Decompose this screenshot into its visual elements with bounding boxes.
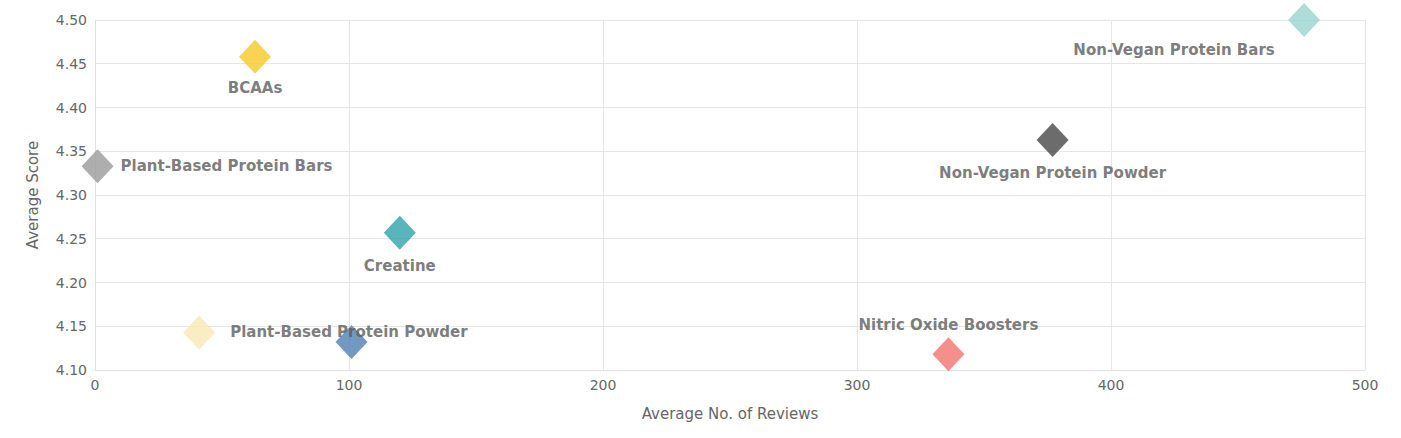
- svg-text:Average Score: Average Score: [24, 141, 42, 249]
- svg-text:4.10: 4.10: [56, 362, 87, 378]
- svg-text:300: 300: [844, 377, 871, 393]
- svg-text:Non-Vegan Protein Bars: Non-Vegan Protein Bars: [1073, 41, 1274, 59]
- svg-text:Nitric Oxide Boosters: Nitric Oxide Boosters: [859, 316, 1039, 334]
- svg-text:Plant-Based Protein Bars: Plant-Based Protein Bars: [121, 157, 333, 175]
- svg-text:Plant-Based Protein Powder: Plant-Based Protein Powder: [230, 323, 468, 341]
- svg-text:200: 200: [590, 377, 617, 393]
- svg-text:4.20: 4.20: [56, 275, 87, 291]
- svg-text:4.35: 4.35: [56, 143, 87, 159]
- svg-text:4.15: 4.15: [56, 318, 87, 334]
- svg-text:100: 100: [336, 377, 363, 393]
- svg-text:0: 0: [91, 377, 100, 393]
- svg-text:BCAAs: BCAAs: [228, 79, 283, 97]
- svg-text:4.30: 4.30: [56, 187, 87, 203]
- svg-text:Non-Vegan Protein Powder: Non-Vegan Protein Powder: [939, 164, 1167, 182]
- svg-text:4.40: 4.40: [56, 100, 87, 116]
- svg-text:500: 500: [1352, 377, 1379, 393]
- svg-text:Creatine: Creatine: [364, 257, 436, 275]
- svg-text:400: 400: [1098, 377, 1125, 393]
- svg-text:Average No. of Reviews: Average No. of Reviews: [642, 405, 819, 423]
- svg-text:4.45: 4.45: [56, 56, 87, 72]
- svg-text:4.50: 4.50: [56, 12, 87, 28]
- svg-text:4.25: 4.25: [56, 231, 87, 247]
